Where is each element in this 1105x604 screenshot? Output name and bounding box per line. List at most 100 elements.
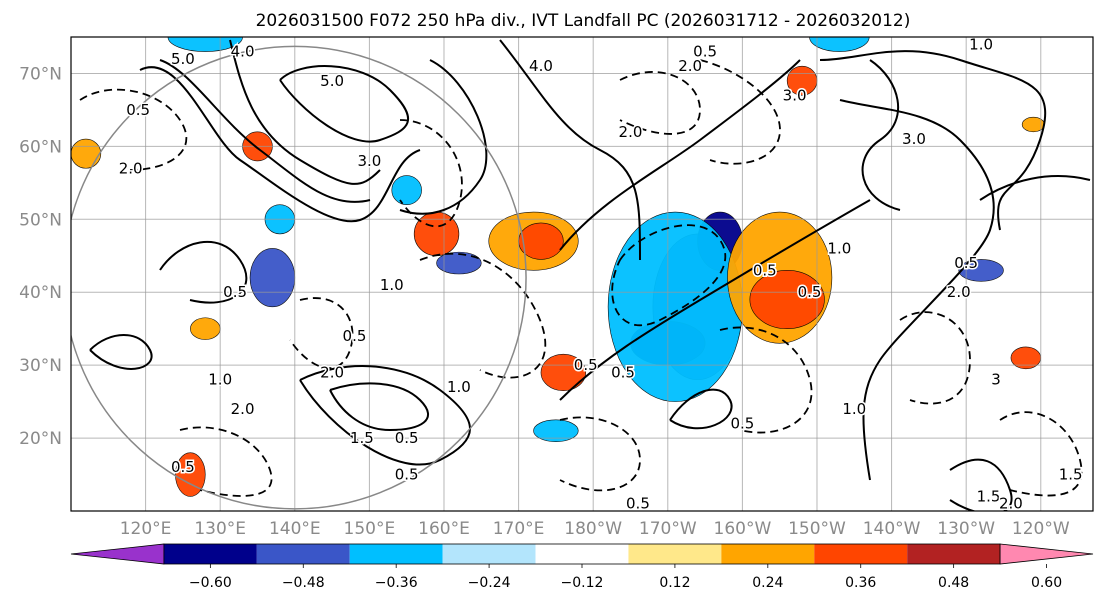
contour-value-label: 2.0 <box>619 123 643 141</box>
colorbar-tick-label: 0.60 <box>1031 575 1062 591</box>
lon-tick-label: 130°W <box>937 519 995 539</box>
contour-line <box>299 365 471 466</box>
contour-value-label: 2.0 <box>678 57 702 75</box>
contour-value-label: 3.0 <box>902 130 926 148</box>
lat-tick-label: 20°N <box>19 429 62 449</box>
contour-value-label: 1.5 <box>350 429 374 447</box>
contour-line <box>279 65 410 143</box>
contour-value-label: 3.0 <box>783 86 807 104</box>
colorbar-tick-label: 0.48 <box>938 575 969 591</box>
colorbar-segment <box>349 544 443 564</box>
contour-line <box>399 59 488 215</box>
divergence-blob <box>958 259 1004 282</box>
lon-tick-label: 160°W <box>714 519 772 539</box>
colorbar-tick-label: −0.48 <box>282 575 325 591</box>
contour-value-label: 0.5 <box>753 261 777 279</box>
lon-tick-label: 160°E <box>418 519 470 539</box>
divergence-shading <box>71 37 1045 497</box>
contour-value-label: 1.0 <box>447 378 471 396</box>
dashed-contour-line <box>611 224 727 327</box>
lat-tick-label: 50°N <box>19 210 62 230</box>
contour-value-label: 2.0 <box>947 283 971 301</box>
dashed-contour-line <box>899 311 971 405</box>
lon-tick-label: 120°W <box>1012 519 1070 539</box>
contour-line <box>559 59 801 251</box>
contour-value-label: 1.5 <box>1059 466 1083 484</box>
contour-value-label: 2.0 <box>231 400 255 418</box>
contour-value-label: 1.0 <box>208 371 232 389</box>
contour-value-label: 0.5 <box>223 283 247 301</box>
contour-value-label: 0.5 <box>730 414 754 432</box>
contour-value-label: 0.5 <box>574 356 598 374</box>
lon-tick-label: 120°E <box>120 519 172 539</box>
contour-value-label: 1.0 <box>969 35 993 53</box>
contour-value-label: 1.0 <box>827 239 851 257</box>
colorbar-tick-label: −0.24 <box>468 575 511 591</box>
divergence-blob <box>540 353 587 391</box>
lon-tick-label: 170°W <box>639 519 697 539</box>
lat-tick-label: 40°N <box>19 283 62 303</box>
lat-tick-label: 70°N <box>19 64 62 84</box>
divergence-blob <box>175 452 206 497</box>
contour-value-label: 5.0 <box>320 72 344 90</box>
colorbar-tick-label: 0.12 <box>659 575 690 591</box>
colorbar-segment <box>628 544 722 564</box>
colorbar-tick-labels: −0.60 −0.48 −0.36 −0.24 −0.12 0.12 0.24 0.36 0.4… <box>189 564 1062 591</box>
divergence-blob <box>167 37 243 52</box>
divergence-blob <box>190 317 221 340</box>
colorbar-segment <box>814 544 908 564</box>
contour-value-label: 3 <box>991 371 1001 389</box>
colorbar-tick-label: 0.24 <box>752 575 783 591</box>
contour-line <box>559 199 871 401</box>
contour-value-label: 0.5 <box>126 101 150 119</box>
figure-title: 2026031500 F072 250 hPa div., IVT Landfa… <box>256 11 911 31</box>
colorbar-extend-high <box>999 543 1094 565</box>
colorbar-segments <box>70 543 1094 565</box>
range-ring <box>71 45 527 510</box>
colorbar-tick-label: −0.60 <box>189 575 232 591</box>
contour-value-label: 0.5 <box>954 254 978 272</box>
lon-tick-label: 140°W <box>863 519 921 539</box>
lon-tick-label: 170°E <box>493 519 545 539</box>
latitude-labels: 20°N 30°N 40°N 50°N 60°N 70°N <box>19 64 62 449</box>
contour-value-label: 4.0 <box>529 57 553 75</box>
contour-value-label: 0.5 <box>693 43 717 61</box>
dashed-contour-line <box>699 59 781 165</box>
longitude-labels: 120°E 130°E 140°E 150°E 160°E 170°E 180°W 170°W… <box>120 519 1070 539</box>
contour-value-label: 5.0 <box>171 50 195 68</box>
divergence-blob <box>391 175 422 206</box>
colorbar-segment <box>256 544 350 564</box>
divergence-blob <box>436 251 482 275</box>
contour-line <box>229 39 381 185</box>
colorbar-tick-label: 0.36 <box>845 575 876 591</box>
contour-value-label: 1.0 <box>380 276 404 294</box>
contour-line <box>819 50 1047 231</box>
dashed-contour-line <box>289 297 354 369</box>
colorbar-segment <box>535 544 629 564</box>
dashed-contour-line <box>399 119 463 228</box>
lat-lon-gridlines <box>71 37 1093 511</box>
divergence-blob <box>249 248 296 308</box>
contour-value-label: 0.5 <box>171 458 195 476</box>
contour-value-label: 0.5 <box>395 466 419 484</box>
divergence-blob <box>533 419 579 443</box>
contour-line <box>89 334 153 370</box>
dashed-contour-line <box>79 88 188 171</box>
colorbar-segment <box>442 544 536 564</box>
contour-value-label: 3.0 <box>357 152 381 170</box>
contour-value-label: 4.0 <box>231 43 255 61</box>
map-plot-area: 5.0 4.05.04.0 2.00.5 1.03.03.00.52.02.0 3.01… <box>71 35 1093 511</box>
colorbar: −0.60 −0.48 −0.36 −0.24 −0.12 0.12 0.24 0.36 0.4… <box>70 543 1094 591</box>
colorbar-tick-label: −0.12 <box>561 575 604 591</box>
ivt-dashed-contours <box>79 59 1083 497</box>
divergence-blob <box>809 37 870 52</box>
map-background <box>71 37 1093 511</box>
lat-tick-label: 30°N <box>19 356 62 376</box>
dashed-contour-line <box>719 326 813 434</box>
map-frame <box>70 36 1094 512</box>
colorbar-segment <box>721 544 815 564</box>
contour-value-label: 0.5 <box>343 327 367 345</box>
divergence-blob <box>71 138 102 169</box>
divergence-blob <box>749 270 825 329</box>
dashed-contour-line <box>999 411 1083 497</box>
